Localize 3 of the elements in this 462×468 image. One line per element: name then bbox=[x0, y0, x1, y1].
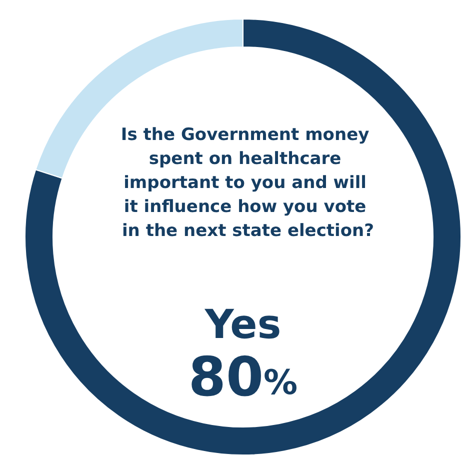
data-label: 80% bbox=[188, 346, 298, 408]
slice-label: Yes bbox=[204, 302, 282, 348]
text: Is the Government money spent on healthcare important to you and will it influence how you vote in the next state election? bbox=[120, 125, 376, 241]
